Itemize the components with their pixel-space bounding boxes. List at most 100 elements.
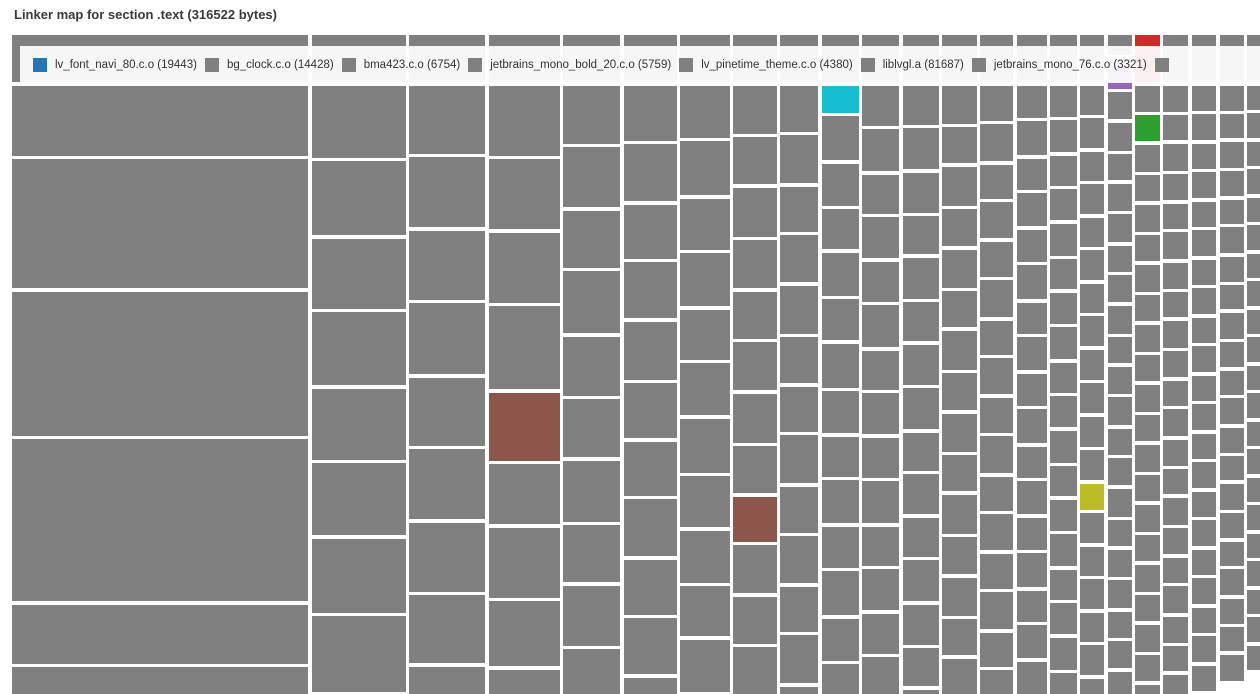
treemap-block[interactable] [1050,603,1077,634]
treemap-block[interactable] [942,85,977,124]
treemap-block[interactable] [1016,625,1047,658]
treemap-block[interactable] [1163,646,1188,671]
treemap-block[interactable] [942,249,977,288]
treemap-block[interactable] [902,344,939,385]
treemap-block[interactable] [409,666,485,694]
treemap-block[interactable] [1191,259,1216,285]
treemap-block[interactable] [733,647,777,694]
treemap-block[interactable] [1016,373,1047,406]
treemap-block[interactable] [980,592,1013,629]
treemap-block[interactable] [902,474,939,514]
treemap-block[interactable] [1080,217,1104,247]
treemap-block[interactable] [1191,143,1216,169]
treemap-block[interactable] [488,159,560,229]
treemap-block[interactable] [902,172,939,213]
treemap-block[interactable] [1016,337,1047,370]
treemap-block[interactable] [1247,645,1260,670]
treemap-block[interactable] [488,669,560,694]
treemap-block[interactable] [1016,158,1047,190]
treemap-block[interactable] [942,373,977,410]
treemap-block[interactable] [821,664,859,694]
treemap-block[interactable] [1219,598,1244,624]
treemap-block[interactable] [1247,533,1260,558]
treemap-block[interactable] [1080,645,1104,675]
treemap-block[interactable] [902,302,939,341]
treemap-block[interactable] [862,526,899,566]
treemap-block[interactable] [1050,430,1077,463]
treemap-block[interactable] [733,137,777,184]
treemap-block[interactable] [680,639,730,692]
treemap-block[interactable] [12,667,308,694]
treemap-block[interactable] [942,577,977,616]
treemap-block[interactable] [488,232,560,303]
treemap-block[interactable] [680,253,730,306]
treemap-block[interactable] [1163,115,1188,140]
treemap-block[interactable] [563,210,620,268]
treemap-block[interactable] [1135,564,1160,592]
legend-item[interactable]: jetbrains_mono_bold_20.c.o (5759) [468,57,671,72]
treemap-block[interactable] [409,157,485,227]
treemap-block[interactable] [409,522,485,592]
treemap-block[interactable] [311,388,406,460]
treemap-block[interactable] [1247,225,1260,250]
treemap-block[interactable] [1050,637,1077,670]
treemap-block[interactable] [1107,214,1132,242]
treemap-block[interactable] [680,476,730,527]
treemap-block[interactable] [1135,655,1160,681]
treemap-block[interactable] [1135,504,1160,532]
treemap-block[interactable] [821,618,859,661]
treemap-block[interactable] [1080,513,1104,543]
treemap-block[interactable] [1247,365,1260,390]
treemap-block[interactable] [1163,439,1188,466]
treemap-block[interactable] [623,618,677,674]
treemap-block[interactable] [623,204,677,259]
treemap-block[interactable] [862,613,899,654]
treemap-block[interactable] [1050,85,1077,117]
legend-item[interactable] [1154,57,1177,72]
treemap-block[interactable] [942,455,977,491]
treemap-block[interactable] [821,116,859,160]
treemap-block[interactable] [980,85,1013,121]
treemap-block[interactable] [311,616,406,692]
treemap-block[interactable] [680,586,730,636]
treemap-block[interactable] [1163,528,1188,554]
treemap-block[interactable] [563,649,620,694]
treemap-block[interactable] [1163,380,1188,406]
treemap-block[interactable] [733,545,777,593]
treemap-block[interactable] [1016,446,1047,478]
treemap-block[interactable] [1219,627,1244,651]
treemap-block[interactable] [1107,549,1132,577]
treemap-block[interactable] [1247,281,1260,306]
treemap-block[interactable] [902,517,939,557]
treemap-block[interactable] [1191,317,1216,343]
treemap-block[interactable] [1247,561,1260,586]
treemap-block[interactable] [1050,259,1077,289]
treemap-block[interactable] [1107,671,1132,694]
treemap-block[interactable] [311,85,406,158]
treemap-block[interactable] [1050,396,1077,427]
treemap-block[interactable] [780,186,818,232]
treemap-block[interactable] [1080,546,1104,576]
treemap-block[interactable] [862,569,899,610]
treemap-block[interactable] [1191,201,1216,227]
treemap-block[interactable] [980,164,1013,199]
treemap-block[interactable] [1163,292,1188,317]
treemap-block[interactable] [1247,477,1260,502]
treemap-block[interactable] [780,635,818,683]
treemap-block[interactable] [12,604,308,664]
treemap-block[interactable] [733,187,777,237]
treemap-block[interactable] [1107,275,1132,302]
treemap-block[interactable] [311,538,406,613]
treemap-block[interactable] [1247,85,1260,110]
treemap-block[interactable] [1016,590,1047,622]
treemap-block[interactable] [942,658,977,694]
treemap-block[interactable] [821,571,859,615]
treemap-block[interactable] [1191,520,1216,546]
treemap-block[interactable] [902,560,939,601]
treemap-block[interactable] [1107,488,1132,517]
treemap-block[interactable] [623,262,677,318]
treemap-block[interactable] [1247,309,1260,334]
treemap-block[interactable] [563,585,620,646]
treemap-block[interactable] [311,161,406,235]
treemap-block[interactable] [1135,235,1160,261]
